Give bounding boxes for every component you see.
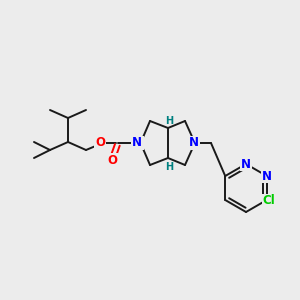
Text: O: O [95, 136, 105, 149]
Text: H: H [165, 116, 173, 126]
Text: N: N [133, 136, 143, 149]
Text: N: N [241, 158, 251, 170]
Text: N: N [189, 136, 199, 149]
Text: N: N [132, 136, 142, 149]
Text: H: H [165, 162, 173, 172]
Text: O: O [107, 154, 117, 166]
Text: N: N [262, 169, 272, 182]
Text: Cl: Cl [262, 194, 275, 208]
